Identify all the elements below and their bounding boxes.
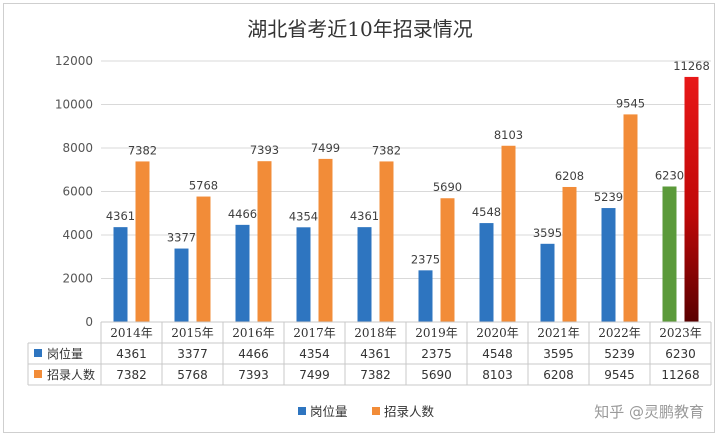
category-label: 2020年 <box>476 326 519 340</box>
bar <box>418 270 433 322</box>
watermark: 知乎 @灵鹏教育 <box>594 403 704 421</box>
bar <box>357 227 372 322</box>
category-label: 2014年 <box>110 326 153 340</box>
table-series-name: 招录人数 <box>47 367 95 382</box>
table-legend-key <box>34 349 42 357</box>
table-cell: 5768 <box>177 368 208 382</box>
data-label: 5768 <box>189 179 218 193</box>
data-label: 8103 <box>494 128 523 142</box>
y-tick-label: 0 <box>85 315 93 329</box>
category-label: 2021年 <box>537 326 580 340</box>
data-label: 7382 <box>372 143 401 157</box>
data-table: 2014年 2015年 2016年 2017年 2018年 2019年 2020年 2021年… <box>27 321 712 386</box>
bar <box>257 161 272 322</box>
table-cell: 6230 <box>665 347 696 361</box>
table-cell: 7382 <box>360 368 391 382</box>
legend-key <box>372 407 380 415</box>
data-label: 7382 <box>128 143 157 157</box>
data-label: 5690 <box>433 180 462 194</box>
bar <box>113 227 128 322</box>
y-axis: 0 2000 4000 6000 8000 10000 12000 <box>55 54 93 329</box>
bar <box>235 224 250 322</box>
data-label: 7393 <box>250 143 279 157</box>
table-cell: 4354 <box>299 347 330 361</box>
data-label: 3377 <box>167 231 196 245</box>
bar <box>662 186 677 322</box>
data-label: 4548 <box>472 205 501 219</box>
table-cell: 5239 <box>604 347 635 361</box>
data-label: 5239 <box>594 190 623 204</box>
y-tick-label: 8000 <box>62 141 93 155</box>
category-label: 2023年 <box>659 326 702 340</box>
chart-canvas: 湖北省考近10年招录情况 0 2000 4000 6000 8000 10000 12000… <box>27 17 712 421</box>
table-series-name: 岗位量 <box>47 346 83 361</box>
table-cell: 11268 <box>661 368 699 382</box>
table-cell: 5690 <box>421 368 452 382</box>
category-label: 2016年 <box>232 326 275 340</box>
data-label: 7499 <box>311 141 340 155</box>
table-cell: 4361 <box>360 347 391 361</box>
table-cell: 8103 <box>482 368 513 382</box>
table-cell: 6208 <box>543 368 574 382</box>
category-label: 2022年 <box>598 326 641 340</box>
legend: 岗位量 招录人数 <box>298 404 435 419</box>
table-cell: 3377 <box>177 347 208 361</box>
bar <box>296 227 311 322</box>
bar <box>135 161 150 322</box>
y-tick-label: 12000 <box>55 54 93 68</box>
bars <box>113 76 699 323</box>
y-tick-label: 2000 <box>62 272 93 286</box>
bar <box>684 76 699 323</box>
data-label: 4361 <box>350 209 379 223</box>
bar <box>501 145 516 322</box>
legend-label: 岗位量 <box>310 404 348 419</box>
data-labels: 4361 7382 3377 5768 4466 7393 4354 7499 4361 7382… <box>106 59 710 266</box>
table-cell: 4548 <box>482 347 513 361</box>
legend-label: 招录人数 <box>384 404 435 419</box>
data-label: 9545 <box>616 96 645 110</box>
y-tick-label: 4000 <box>62 228 93 242</box>
bar <box>540 243 555 322</box>
data-label: 4466 <box>228 207 257 221</box>
data-label: 6208 <box>555 169 584 183</box>
data-label: 11268 <box>673 59 710 73</box>
table-cell: 7499 <box>299 368 330 382</box>
table-legend-key <box>34 370 42 378</box>
data-label: 4361 <box>106 209 135 223</box>
table-cell: 4361 <box>116 347 147 361</box>
bar <box>174 248 189 322</box>
category-label: 2017年 <box>293 326 336 340</box>
bar <box>601 208 616 322</box>
bar <box>196 196 211 322</box>
chart-title: 湖北省考近10年招录情况 <box>247 17 472 41</box>
table-cell: 3595 <box>543 347 574 361</box>
y-tick-label: 10000 <box>55 98 93 112</box>
table-cell: 7382 <box>116 368 147 382</box>
bar <box>440 198 455 322</box>
chart-frame: 湖北省考近10年招录情况 0 2000 4000 6000 8000 10000 12000… <box>3 3 715 433</box>
table-cell: 4466 <box>238 347 269 361</box>
data-label: 6230 <box>655 168 684 182</box>
data-label: 4354 <box>289 209 318 223</box>
y-tick-label: 6000 <box>62 185 93 199</box>
bar <box>379 161 394 322</box>
bar <box>623 114 638 323</box>
bar <box>479 223 494 322</box>
data-label: 2375 <box>411 252 440 266</box>
category-label: 2019年 <box>415 326 458 340</box>
bar <box>318 158 333 322</box>
table-cell: 7393 <box>238 368 269 382</box>
legend-key <box>298 407 306 415</box>
table-cell: 9545 <box>604 368 635 382</box>
category-label: 2018年 <box>354 326 397 340</box>
table-cell: 2375 <box>421 347 452 361</box>
bar <box>562 186 577 322</box>
data-label: 3595 <box>533 226 562 240</box>
category-label: 2015年 <box>171 326 214 340</box>
